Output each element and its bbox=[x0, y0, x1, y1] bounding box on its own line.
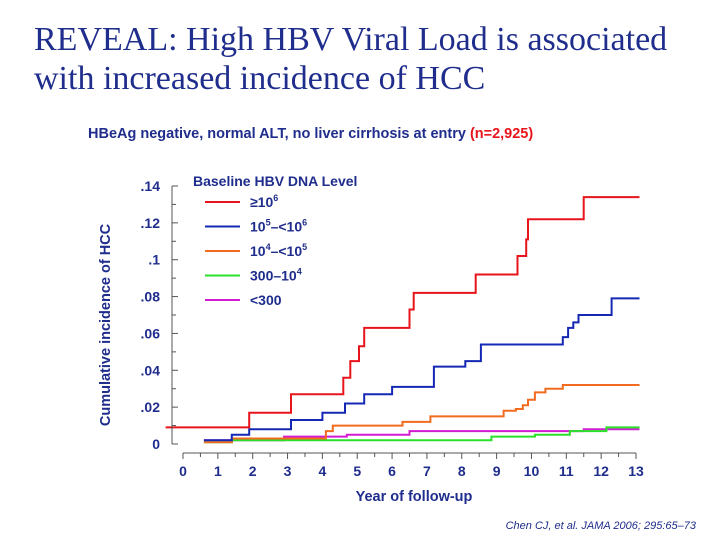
x-axis-label: Year of follow-up bbox=[356, 489, 473, 505]
y-tick-label: .14 bbox=[141, 178, 161, 194]
x-tick-label: 10 bbox=[524, 463, 540, 479]
x-tick-label: 3 bbox=[284, 463, 292, 479]
series-layer bbox=[165, 196, 640, 444]
legend-entry: 104–<105 bbox=[250, 242, 307, 259]
legend-entry: 300–104 bbox=[250, 267, 302, 284]
y-tick-label: .06 bbox=[141, 325, 161, 341]
y-axis-label: Cumulative incidence of HCC bbox=[98, 223, 114, 426]
x-tick-label: 9 bbox=[493, 463, 501, 479]
series-line bbox=[165, 196, 640, 429]
citation: Chen CJ, et al. JAMA 2006; 295:65–73 bbox=[505, 520, 696, 532]
y-tick-label: .08 bbox=[141, 289, 161, 305]
x-tick-label: 13 bbox=[628, 463, 644, 479]
subtitle-sample-size: (n=2,925) bbox=[469, 126, 534, 142]
y-tick-label: 0 bbox=[152, 436, 160, 452]
legend-entry: ≥106 bbox=[250, 193, 278, 210]
x-tick-label: 0 bbox=[179, 463, 187, 479]
series-line bbox=[203, 297, 640, 442]
legend-entry: <300 bbox=[250, 292, 282, 308]
x-tick-label: 1 bbox=[214, 463, 222, 479]
x-tick-label: 4 bbox=[318, 463, 326, 479]
legend-title: Baseline HBV DNA Level bbox=[193, 173, 357, 189]
series-line bbox=[203, 384, 640, 444]
chart-subtitle: HBeAg negative, normal ALT, no liver cir… bbox=[88, 126, 533, 142]
subtitle-text: HBeAg negative, normal ALT, no liver cir… bbox=[88, 126, 466, 142]
x-tick-label: 6 bbox=[388, 463, 396, 479]
slide-title: REVEAL: High HBV Viral Load is associate… bbox=[34, 21, 668, 97]
x-tick-label: 8 bbox=[458, 463, 466, 479]
y-tick-label: .12 bbox=[141, 215, 161, 231]
y-tick-label: .04 bbox=[141, 362, 161, 378]
x-tick-label: 11 bbox=[559, 463, 574, 479]
legend-entry: 105–<106 bbox=[250, 218, 307, 235]
y-tick-label: .1 bbox=[148, 252, 160, 268]
axes-layer: 0.02.04.06.08.1.12.140 1 2 3 4 5 6 7 8 9 10 11 12 13 bbox=[141, 178, 644, 479]
legend: Baseline HBV DNA Level ≥106 105–<106 104–<1… bbox=[193, 173, 357, 308]
y-tick-label: .02 bbox=[141, 399, 161, 415]
x-tick-label: 2 bbox=[249, 463, 257, 479]
x-tick-label: 5 bbox=[353, 463, 361, 479]
x-tick-label: 12 bbox=[593, 463, 609, 479]
x-tick-label: 7 bbox=[423, 463, 431, 479]
